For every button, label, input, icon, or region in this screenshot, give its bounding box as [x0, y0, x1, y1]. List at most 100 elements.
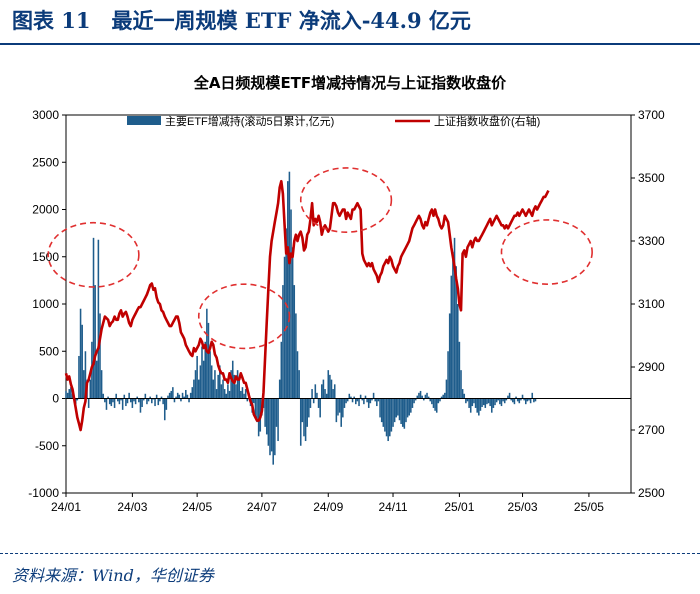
etf-flow-bar: [219, 365, 221, 399]
etf-flow-bar: [112, 398, 114, 403]
left-axis-tick-label: 2000: [32, 203, 59, 217]
etf-flow-bar: [490, 398, 493, 413]
etf-flow-bar: [382, 398, 385, 427]
etf-flow-bar: [110, 398, 113, 407]
etf-flow-bar: [346, 398, 349, 402]
etf-flow-bar: [389, 398, 391, 437]
etf-flow-bar: [371, 398, 373, 401]
etf-flow-bar: [435, 398, 438, 413]
footer-divider: [0, 553, 700, 555]
etf-flow-bar: [419, 390, 422, 399]
etf-flow-bar: [133, 398, 135, 402]
legend-bar-label: 主要ETF增减持(滚动5日累计,亿元): [165, 114, 334, 128]
etf-flow-bar: [377, 398, 380, 402]
plot-frame: [65, 114, 632, 494]
etf-flow-bar: [465, 398, 467, 404]
etf-flow-bar: [298, 370, 300, 399]
right-axis-tick-label: 3100: [638, 297, 665, 311]
etf-flow-bar: [185, 389, 187, 399]
etf-flow-bar: [494, 398, 496, 406]
chart: -1000 -500 0 500 1000 1500 2000 2500 3000 2500 270…: [28, 108, 665, 514]
etf-flow-bar: [81, 324, 83, 399]
etf-flow-bar: [408, 398, 410, 416]
etf-flow-bar: [126, 398, 129, 404]
right-axis-tick-label: 2700: [638, 423, 665, 437]
highlight-circle: [47, 221, 140, 288]
etf-flow-bar: [437, 398, 440, 404]
etf-flow-bar: [380, 398, 383, 423]
etf-flow-bar: [167, 395, 169, 399]
etf-flow-bar: [92, 237, 95, 399]
etf-flow-bar: [201, 346, 203, 399]
etf-flow-bar: [526, 398, 529, 402]
etf-flow-bar: [287, 181, 289, 399]
etf-flow-bar: [151, 398, 153, 404]
etf-flow-bar: [233, 374, 236, 399]
etf-flow-bar: [340, 398, 342, 427]
etf-flow-bar: [227, 384, 229, 399]
etf-flow-bar: [301, 398, 304, 423]
etf-flow-bar: [447, 351, 449, 399]
etf-flow-bar: [431, 398, 433, 405]
x-axis-tick-label: 25/05: [574, 500, 604, 514]
etf-flow-bar: [117, 398, 119, 402]
etf-flow-bar: [495, 398, 498, 403]
etf-flow-bar: [147, 398, 150, 402]
etf-flow-bar: [366, 398, 368, 403]
etf-flow-bar: [149, 396, 151, 399]
etf-flow-bar: [343, 398, 346, 408]
etf-flow-bar: [508, 392, 511, 399]
etf-flow-bar: [215, 389, 218, 399]
etf-flow-bar: [372, 392, 375, 399]
etf-flow-bar: [452, 252, 454, 399]
etf-flow-bar: [398, 398, 401, 421]
left-axis-tick-label: 1000: [32, 297, 59, 311]
etf-flow-bar: [105, 398, 108, 410]
etf-flow-bar: [306, 398, 308, 427]
left-axis-tick-label: 2500: [32, 155, 59, 169]
etf-flow-bar: [426, 392, 428, 399]
etf-flow-bar: [83, 370, 85, 399]
etf-flow-bar: [461, 389, 464, 399]
etf-flow-bar: [416, 395, 419, 399]
etf-flow-bar: [236, 370, 239, 399]
etf-flow-bar: [479, 398, 482, 411]
etf-flow-bar: [429, 398, 432, 402]
etf-flow-bar: [460, 370, 462, 399]
etf-flow-bar: [303, 398, 305, 437]
etf-flow-bar: [121, 398, 124, 410]
etf-flow-bar: [531, 392, 534, 399]
left-axis-tick-label: -500: [35, 439, 59, 453]
etf-flow-bar: [353, 396, 355, 399]
etf-flow-bar: [505, 398, 508, 401]
etf-flow-bar: [469, 398, 472, 413]
etf-flow-bar: [193, 379, 195, 399]
etf-flow-bar: [311, 389, 313, 399]
left-axis-tick-label: 0: [52, 392, 59, 406]
highlight-circle: [500, 219, 593, 285]
etf-flow-bar: [385, 398, 388, 437]
right-axis-tick-label: 2900: [638, 360, 665, 374]
header-divider: [0, 43, 700, 45]
etf-flow-bar: [337, 398, 339, 416]
left-axis-tick-label: 3000: [32, 108, 59, 122]
etf-flow-bar: [189, 392, 192, 399]
etf-flow-bar: [497, 398, 500, 401]
etf-flow-bar: [312, 398, 315, 404]
x-axis-tick-label: 25/03: [508, 500, 538, 514]
etf-flow-bar: [327, 370, 330, 399]
etf-flow-bar: [222, 379, 224, 399]
highlight-circle: [299, 167, 393, 233]
etf-flow-bar: [304, 398, 307, 442]
etf-flow-bar: [533, 398, 535, 403]
etf-flow-bar: [314, 384, 317, 399]
etf-flow-bar: [244, 389, 247, 399]
etf-flow-bar: [468, 398, 470, 408]
etf-flow-bar: [397, 398, 399, 416]
etf-flow-bar: [210, 365, 213, 399]
source-note: 资料来源：Wind，华创证券: [12, 566, 214, 585]
etf-flow-bar: [319, 398, 321, 418]
etf-flow-bar: [448, 313, 451, 399]
etf-flow-bar: [95, 360, 98, 399]
etf-flow-bar: [369, 398, 372, 404]
